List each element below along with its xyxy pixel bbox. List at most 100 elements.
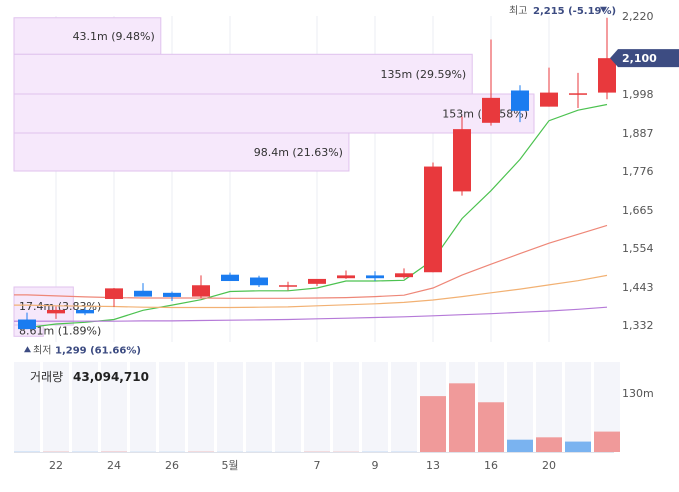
candle-body [163,292,181,297]
volume-bar[interactable] [478,402,504,452]
volume-column [159,362,185,453]
high-arrow-icon [600,6,607,13]
volume-column [130,362,156,453]
volume-column-bg [14,362,40,452]
ma-line-ma5 [26,103,608,329]
volume-profile-label: 8.61m (1.89%) [19,325,101,338]
price-axis-tick: 1,554 [622,242,654,255]
volume-column [594,362,620,452]
price-axis-tick: 1,887 [622,127,654,140]
volume-profile-band: 98.4m (21.63%) [13,132,350,172]
candlestick-layer [18,17,616,330]
candle-body [105,288,123,299]
candle-body [540,92,558,107]
volume-title: 거래량 [30,370,63,384]
volume-column [478,362,504,452]
candle-body [337,275,355,279]
candle[interactable] [105,288,123,307]
candle[interactable] [540,67,558,107]
candle-body [395,273,413,278]
candle[interactable] [163,291,181,302]
volume-axis-label: 130m [622,387,654,400]
volume-bar[interactable] [420,396,446,452]
date-axis-tick: 13 [426,459,440,472]
candle-body [308,278,326,284]
ma-line-ma120 [14,306,608,322]
price-axis-tick: 1,776 [622,165,654,178]
volume-profile-label: 43.1m (9.48%) [73,30,155,43]
high-marker-value: 2,215 (-5.19%) [533,6,616,17]
volume-column-bg [333,362,359,452]
volume-column [449,362,475,452]
date-axis-tick: 24 [107,459,121,472]
candle[interactable] [192,275,210,299]
date-axis-tick: 22 [49,459,63,472]
candle[interactable] [47,306,65,319]
low-marker-label: 최저 [33,344,51,356]
candle[interactable] [279,281,297,291]
volume-profile-band: 43.1m (9.48%) [13,17,162,55]
volume-bar[interactable] [565,441,591,452]
candle[interactable] [598,17,616,100]
ma-line-ma20 [14,224,608,299]
candle[interactable] [76,307,94,316]
candle[interactable] [308,278,326,286]
date-axis-tick: 9 [372,459,379,472]
volume-value: 43,094,710 [73,370,149,384]
volume-column [43,362,69,453]
volume-column-bg [565,362,591,452]
price-axis-tick: 2,220 [622,10,654,23]
candle[interactable] [424,162,442,273]
volume-column-bg [159,362,185,452]
candle-body [511,90,529,111]
date-axis-tick: 5월 [221,459,238,472]
volume-column [362,362,388,453]
candle[interactable] [134,283,152,297]
low-marker-value: 1,299 (61.66%) [55,345,141,356]
volume-column [420,362,446,452]
volume-bar[interactable] [594,431,620,452]
price-axis-tick: 1,443 [622,281,654,294]
candle[interactable] [453,116,471,196]
candle[interactable] [337,270,355,279]
volume-profile-label: 135m (29.59%) [380,68,466,81]
low-marker: 최저 1,299 (61.66%) [24,344,141,356]
candle[interactable] [569,72,587,109]
current-price-label: 2,100 [622,52,657,65]
volume-column-bg [246,362,272,452]
candle[interactable] [511,85,529,123]
volume-column-bg [275,362,301,452]
price-axis-tick: 1,665 [622,204,654,217]
volume-bar[interactable] [449,383,475,452]
candle[interactable] [250,275,268,287]
volume-bar[interactable] [536,437,562,452]
current-price-tag-bg [610,49,679,68]
candle[interactable] [221,272,239,282]
date-axis-tick: 20 [542,459,556,472]
volume-profile-label: 98.4m (21.63%) [254,146,343,159]
candle[interactable] [395,268,413,279]
volume-bar[interactable] [507,439,533,452]
current-price-tag: 2,100 [610,49,679,68]
volume-column-bg [362,362,388,452]
volume-column-bg [130,362,156,452]
volume-column-bg [188,362,214,452]
volume-column [275,362,301,453]
volume-column [304,362,330,453]
volume-column-bg [507,362,533,452]
candle-body [366,275,384,279]
volume-column-bg [304,362,330,452]
candle[interactable] [366,271,384,282]
candle-body [18,319,36,330]
candle[interactable] [18,312,36,330]
volume-profile-bar [13,93,535,134]
volume-column-bg [72,362,98,452]
volume-column [391,362,417,453]
volume-column [333,362,359,453]
candle-body [76,309,94,314]
volume-profile-bar [13,17,162,55]
volume-column-bg [43,362,69,452]
candle[interactable] [482,39,500,126]
